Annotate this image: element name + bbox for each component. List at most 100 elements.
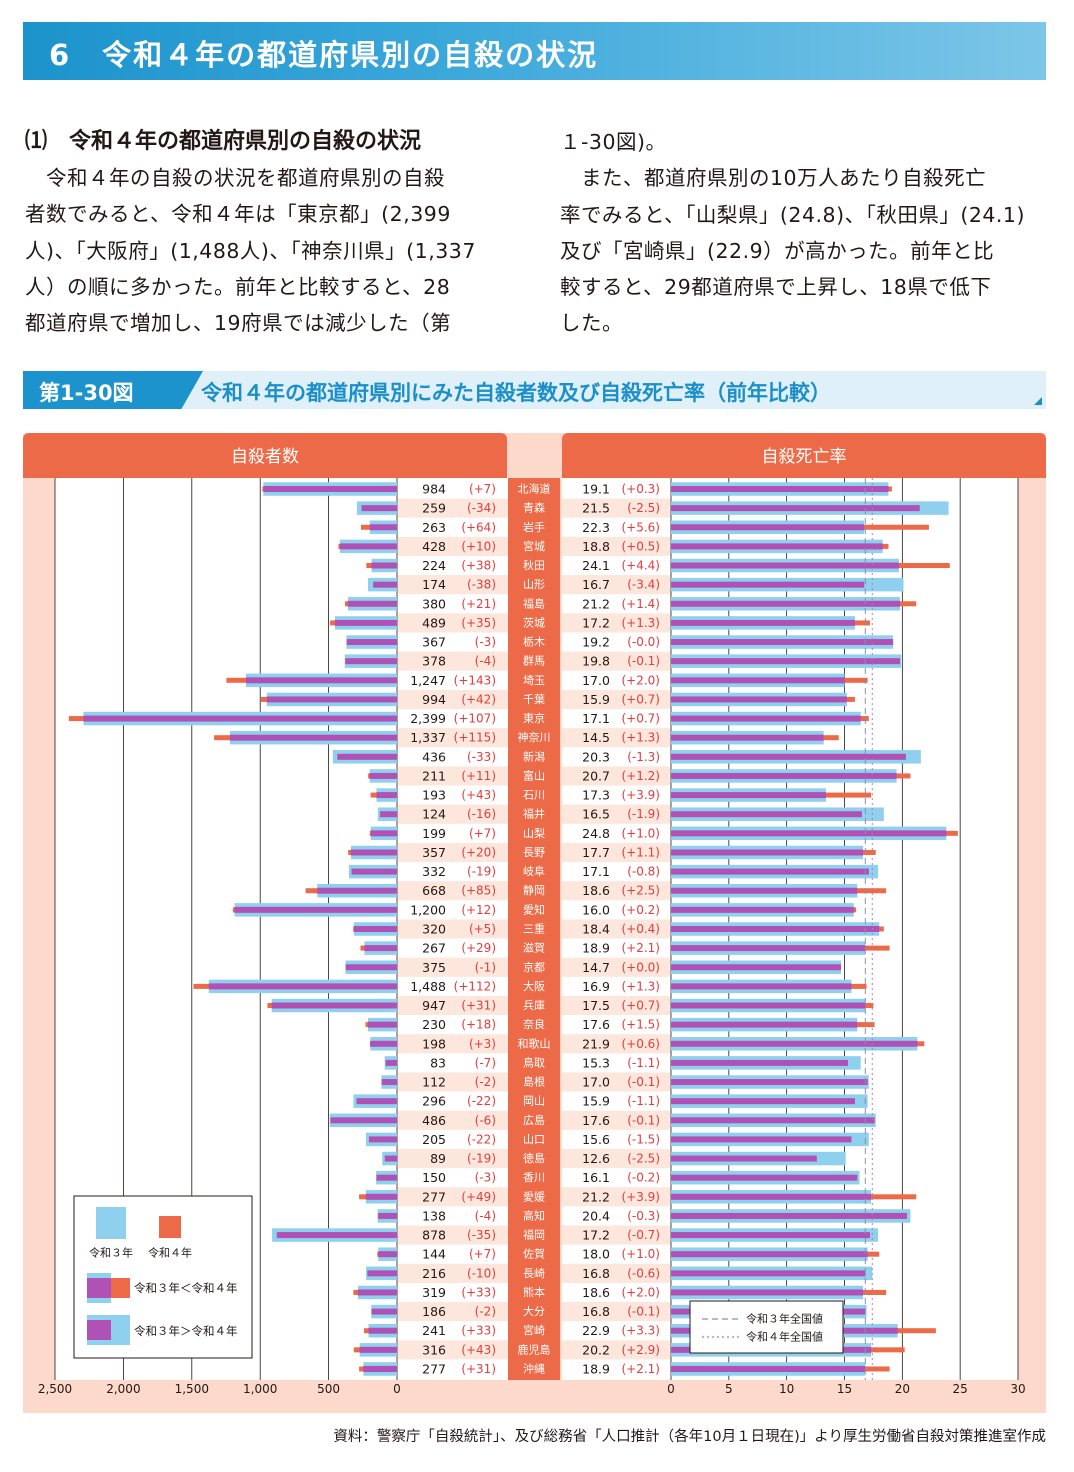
right-value-label: 19.1 xyxy=(582,482,610,497)
row-stripe-left xyxy=(398,1110,508,1130)
right-value-label: 17.1 xyxy=(582,864,610,879)
row-stripe-left xyxy=(398,881,508,901)
prefecture-label: 鳥取 xyxy=(523,1055,545,1069)
row-stripe-left xyxy=(398,995,508,1016)
right-value-label: 16.7 xyxy=(582,577,610,592)
left-bar-overlap xyxy=(337,753,397,760)
right-delta-label: (+2.1) xyxy=(621,941,660,955)
body-right-line: した。 xyxy=(560,311,623,336)
left-value-label: 174 xyxy=(422,577,446,592)
left-bar-overlap xyxy=(370,1040,397,1047)
right-value-label: 14.7 xyxy=(582,960,610,975)
legend-label-r3-lt-r4: 令和３年＜令和４年 xyxy=(134,1281,238,1295)
left-bar-overlap xyxy=(317,887,397,894)
right-value-label: 17.5 xyxy=(582,998,610,1013)
prefecture-label: 三重 xyxy=(523,921,545,935)
right-delta-label: (+1.2) xyxy=(621,769,660,783)
legend-swatch-b-overlap xyxy=(87,1320,111,1340)
right-value-label: 21.9 xyxy=(582,1036,610,1051)
right-bar-overlap xyxy=(671,658,901,665)
left-value-label: 668 xyxy=(422,883,446,898)
left-value-label: 947 xyxy=(422,998,446,1013)
right-value-label: 18.9 xyxy=(582,941,610,956)
prefecture-label: 高知 xyxy=(523,1208,545,1222)
left-bar-overlap xyxy=(276,1232,397,1239)
left-x-tick-label: 2,500 xyxy=(38,1382,72,1396)
left-bar-overlap xyxy=(376,1174,397,1181)
right-bar-overlap xyxy=(671,619,855,626)
left-delta-label: (+64) xyxy=(461,520,496,534)
left-value-label: 186 xyxy=(422,1304,446,1319)
left-bar-overlap xyxy=(378,1212,397,1219)
right-delta-label: (-2.5) xyxy=(627,501,660,515)
right-value-label: 17.7 xyxy=(582,845,610,860)
row-stripe-right xyxy=(562,766,670,786)
right-bar-overlap xyxy=(671,1002,866,1009)
national-legend-label-r3: 令和３年全国値 xyxy=(746,1312,823,1326)
right-bar-overlap xyxy=(671,734,824,741)
right-bar-overlap xyxy=(671,925,880,932)
row-stripe-right xyxy=(562,919,670,939)
body-right-line: 及び「宮崎県」(22.9）が高かった。前年と比 xyxy=(560,238,995,263)
right-value-label: 21.5 xyxy=(582,501,610,516)
section-heading: ⑴ 令和４年の都道府県別の自殺の状況 xyxy=(25,129,422,154)
prefecture-label: 福岡 xyxy=(523,1228,545,1242)
right-delta-label: (+1.3) xyxy=(621,979,660,993)
right-delta-label: (+0.2) xyxy=(621,903,660,917)
right-delta-label: (+0.7) xyxy=(621,999,660,1013)
prefecture-label: 島根 xyxy=(523,1075,545,1089)
row-stripe-left xyxy=(398,1302,508,1322)
right-bar-overlap xyxy=(671,1079,868,1086)
left-bar-overlap xyxy=(364,945,397,952)
right-delta-label: (+1.5) xyxy=(621,1018,660,1032)
right-delta-label: (+2.9) xyxy=(621,1343,660,1357)
left-delta-label: (+12) xyxy=(461,903,496,917)
left-delta-label: (+21) xyxy=(461,597,496,611)
left-delta-label: (-4) xyxy=(475,1209,496,1223)
row-stripe-left xyxy=(398,689,508,709)
right-x-tick-label: 30 xyxy=(1010,1382,1025,1396)
left-x-tick-label: 1,000 xyxy=(243,1382,277,1396)
left-x-tick-label: 2,000 xyxy=(106,1382,140,1396)
right-bar-overlap xyxy=(671,753,906,760)
right-delta-label: (-1.1) xyxy=(627,1094,660,1108)
left-value-label: 1,200 xyxy=(410,902,446,917)
left-delta-label: (-6) xyxy=(475,1113,496,1127)
left-bar-overlap xyxy=(365,1193,397,1200)
row-stripe-right xyxy=(562,995,670,1016)
left-bar-overlap xyxy=(271,1002,397,1009)
legend-label-r3-gt-r4: 令和３年＞令和４年 xyxy=(134,1324,238,1338)
left-value-label: 1,488 xyxy=(410,979,446,994)
row-stripe-left xyxy=(398,842,508,863)
left-bar-overlap xyxy=(263,486,397,492)
left-delta-label: (-3) xyxy=(475,1171,496,1185)
left-value-label: 1,247 xyxy=(410,673,446,688)
left-delta-label: (+29) xyxy=(461,941,496,955)
left-delta-label: (+20) xyxy=(461,845,496,859)
left-bar-overlap xyxy=(371,562,397,569)
row-stripe-left xyxy=(398,728,508,748)
right-delta-label: (-0.7) xyxy=(627,1228,660,1242)
prefecture-label: 大分 xyxy=(523,1304,545,1318)
left-delta-label: (+107) xyxy=(454,712,496,726)
right-value-label: 17.6 xyxy=(582,1113,610,1128)
row-stripe-right xyxy=(562,1148,670,1169)
right-value-label: 18.8 xyxy=(582,539,610,554)
left-x-tick-label: 1,500 xyxy=(175,1382,209,1396)
prefecture-label: 青森 xyxy=(523,501,545,515)
legend-swatch-r3 xyxy=(96,1207,126,1239)
right-bar-overlap xyxy=(671,600,901,607)
prefecture-label: 栃木 xyxy=(523,635,545,649)
right-x-tick-label: 15 xyxy=(837,1382,852,1396)
right-value-label: 15.9 xyxy=(582,692,610,707)
prefecture-label: 山形 xyxy=(523,578,545,591)
left-bar-overlap xyxy=(368,1136,397,1143)
left-bar-overlap xyxy=(381,1079,397,1086)
right-value-label: 21.2 xyxy=(582,596,610,611)
body-left-line: 者数でみると、令和４年は「東京都」(2,399 xyxy=(25,202,451,227)
row-stripe-right xyxy=(562,1263,670,1283)
right-value-label: 14.5 xyxy=(582,730,610,745)
left-value-label: 984 xyxy=(422,482,446,497)
left-delta-label: (+7) xyxy=(469,482,496,496)
row-stripe-right xyxy=(562,881,670,901)
